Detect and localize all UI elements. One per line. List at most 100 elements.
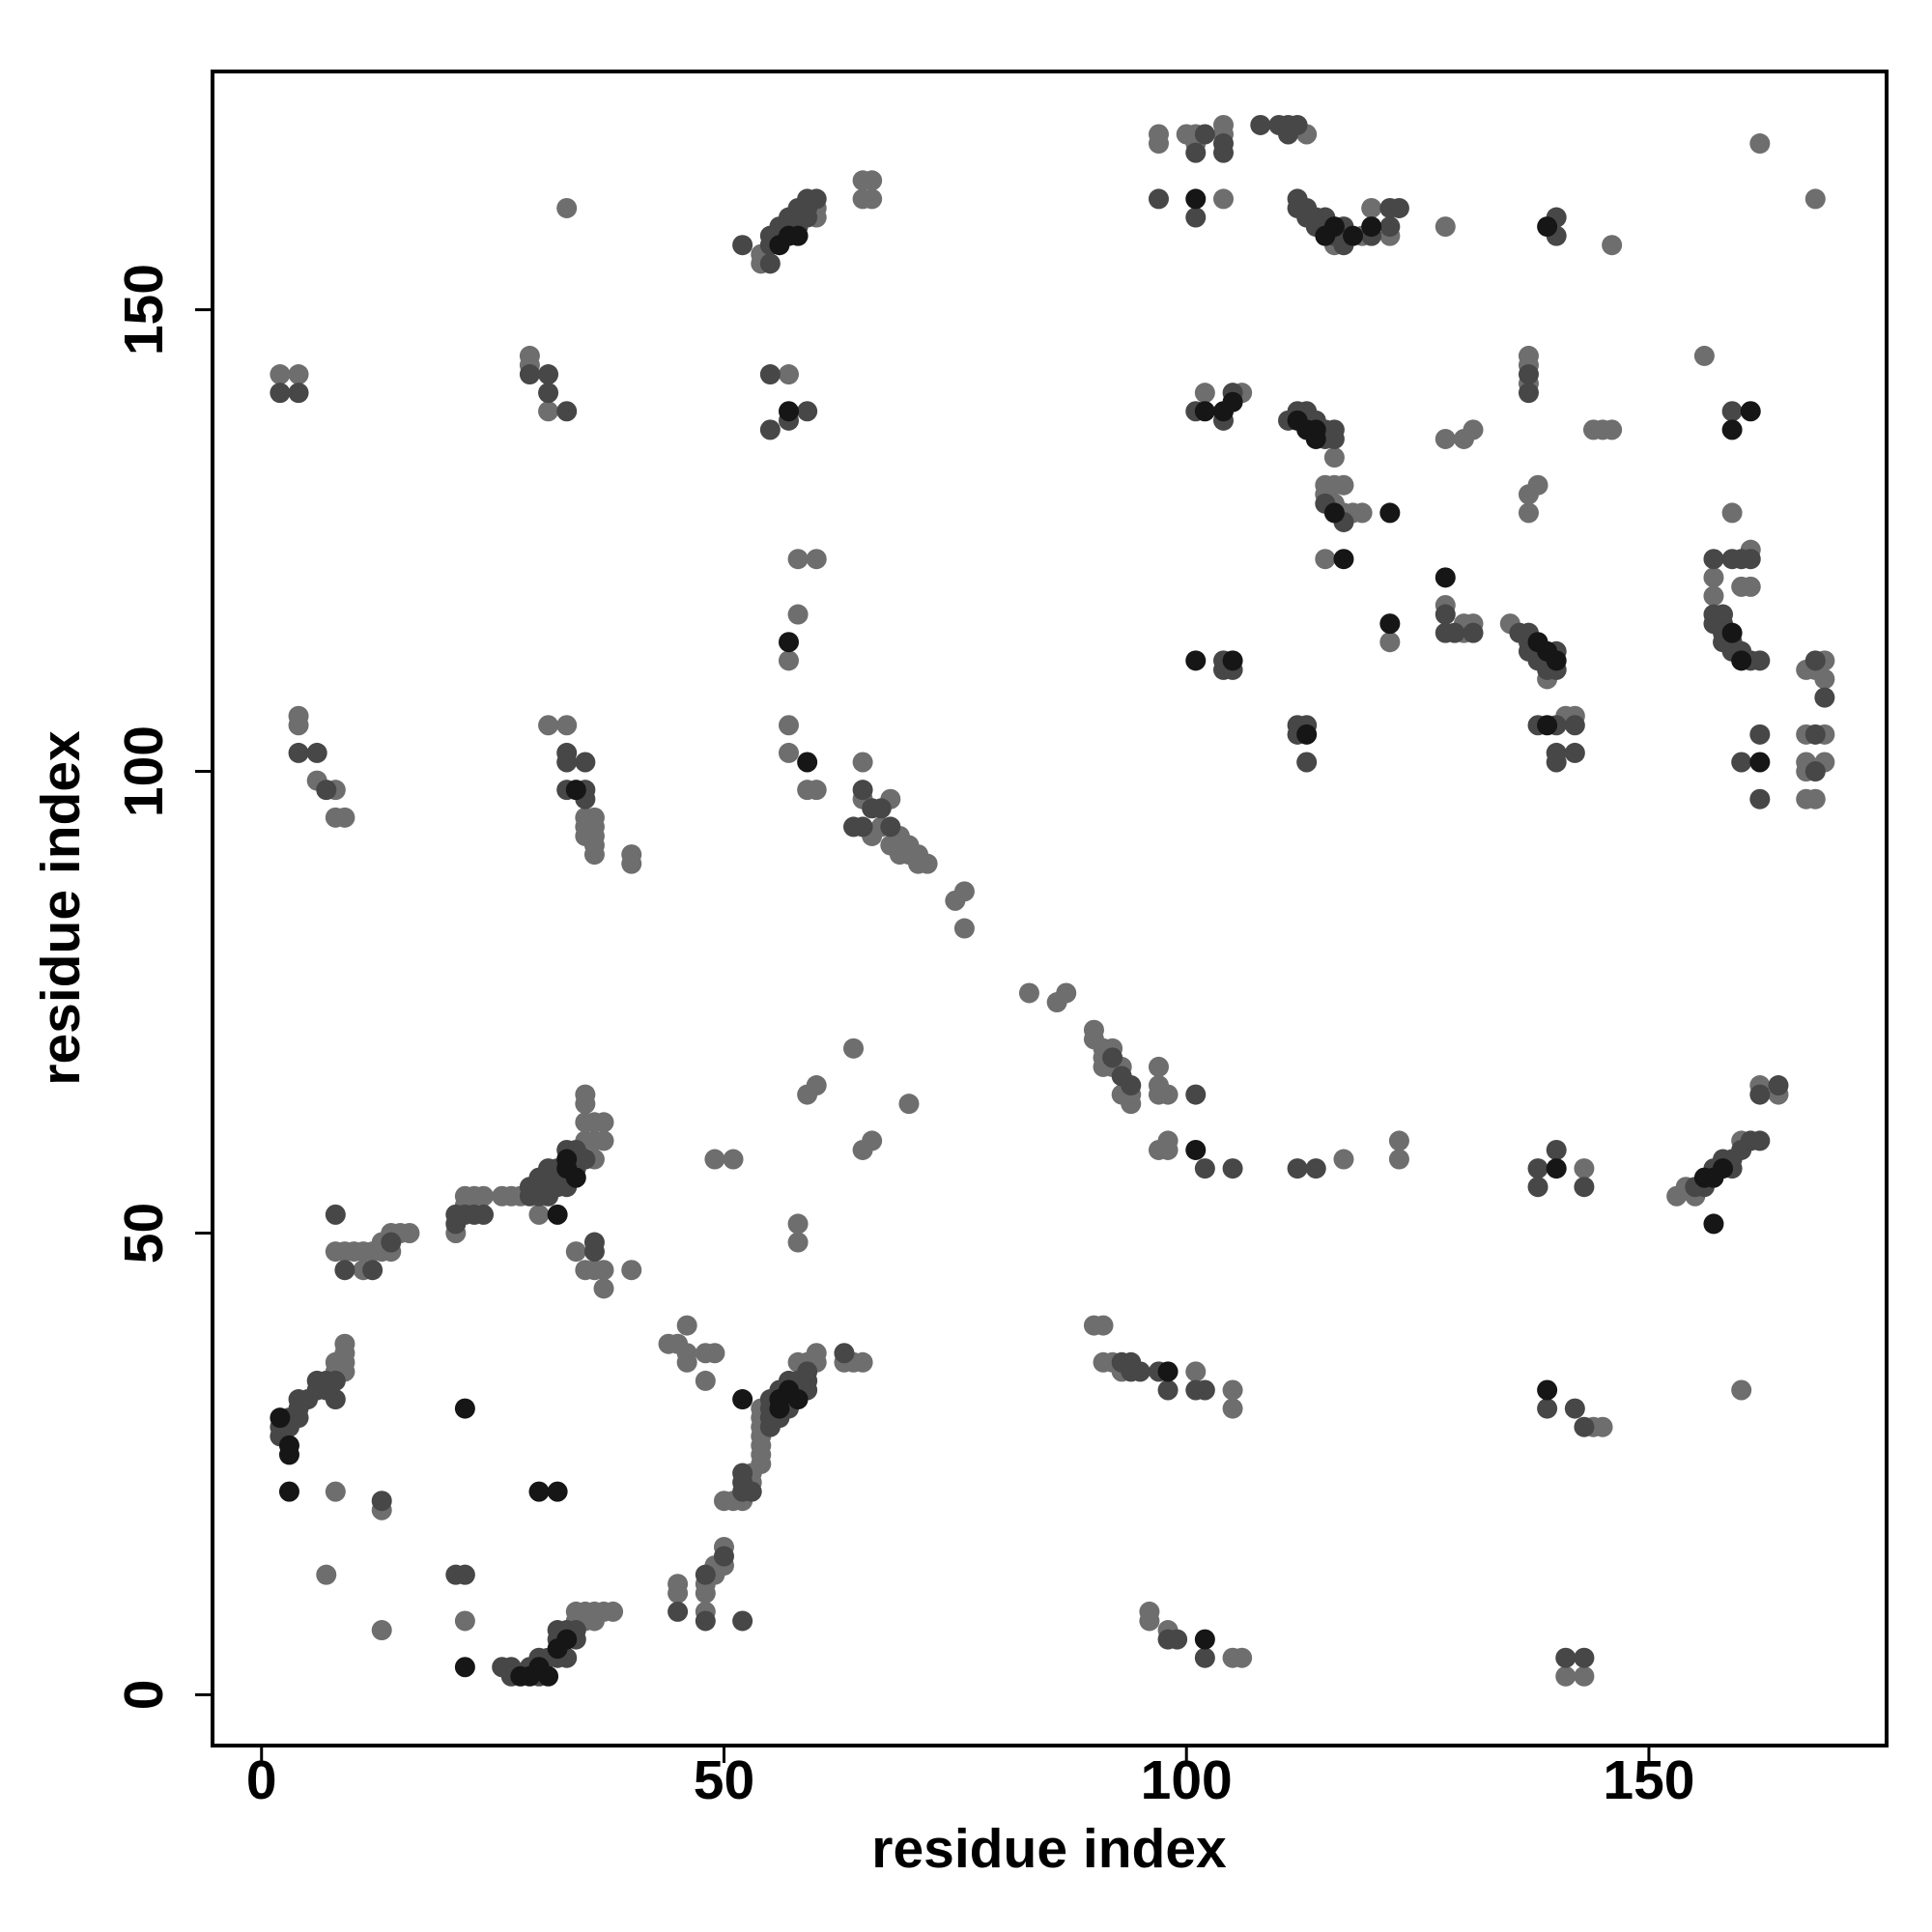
point [1333,474,1354,496]
point [713,1546,734,1567]
point [797,1361,818,1382]
point [593,1112,614,1133]
point [1222,650,1243,671]
point [1537,216,1558,238]
point [325,1481,346,1502]
point [1194,1629,1215,1650]
point [1343,225,1364,246]
point [787,1213,809,1235]
point [454,1610,475,1632]
point [1731,1379,1752,1401]
point [1713,1158,1734,1179]
point [325,1351,346,1373]
point [852,752,873,773]
point [547,1481,568,1502]
point [1157,1084,1179,1105]
y-tick-label: 0 [113,1680,175,1711]
point [565,1167,586,1188]
point [1740,401,1761,422]
point [1721,502,1743,524]
point [806,188,827,210]
point [362,1260,384,1281]
point [1814,668,1835,690]
point [778,632,799,653]
point [325,1204,346,1225]
point [1518,383,1539,404]
point [288,742,309,763]
point [704,1343,725,1364]
point [1185,1139,1207,1160]
point [538,401,559,422]
point [1574,1647,1595,1668]
point [1731,650,1752,671]
point [778,364,799,385]
point [1703,1213,1724,1235]
point [806,1075,827,1096]
point [852,816,873,838]
point [1693,345,1715,366]
point [1527,1158,1548,1179]
point [1749,724,1771,745]
point [325,1370,346,1391]
point [1804,761,1826,782]
point [1056,982,1077,1004]
point [1287,1158,1308,1179]
point [898,1094,920,1115]
point [1546,1158,1567,1179]
point [787,604,809,625]
point [288,705,309,726]
point [1546,1139,1567,1160]
point [732,1389,753,1410]
x-tick-label: 100 [1141,1749,1233,1811]
point [1555,1647,1577,1668]
point [1213,401,1235,422]
point [1315,225,1336,246]
point [621,1260,642,1281]
point [583,844,605,866]
point [759,253,781,274]
point [454,1398,475,1419]
point [778,742,799,763]
point [1749,788,1771,810]
point [1574,1416,1595,1437]
point [556,401,578,422]
point [575,1149,596,1170]
point [1574,1665,1595,1687]
point [1222,1379,1243,1401]
point [1157,1361,1179,1382]
point [953,881,975,902]
point [1361,216,1382,238]
point [1721,419,1743,440]
point [454,1657,475,1678]
point [953,918,975,939]
point [1435,604,1456,625]
point [1305,1158,1326,1179]
point [1333,1149,1354,1170]
point [528,1481,550,1502]
point [1213,114,1235,135]
point [1546,650,1567,671]
point [1250,114,1271,135]
point [621,853,642,874]
point [593,1260,614,1281]
x-tick-label: 0 [246,1749,277,1811]
point [1323,419,1345,440]
point [806,1343,827,1364]
point [1222,1158,1243,1179]
point [1444,622,1465,643]
point [1574,1177,1595,1198]
point [778,650,799,671]
point [556,1149,578,1170]
point [1323,447,1345,469]
point [325,1241,346,1263]
point [732,235,753,256]
point [1185,650,1207,671]
point [695,1564,716,1585]
point [593,1278,614,1299]
x-tick-label: 50 [694,1749,754,1811]
point [1333,549,1354,570]
point [1194,401,1215,422]
point [1379,632,1401,653]
point [1194,1379,1215,1401]
points [270,114,1835,1687]
